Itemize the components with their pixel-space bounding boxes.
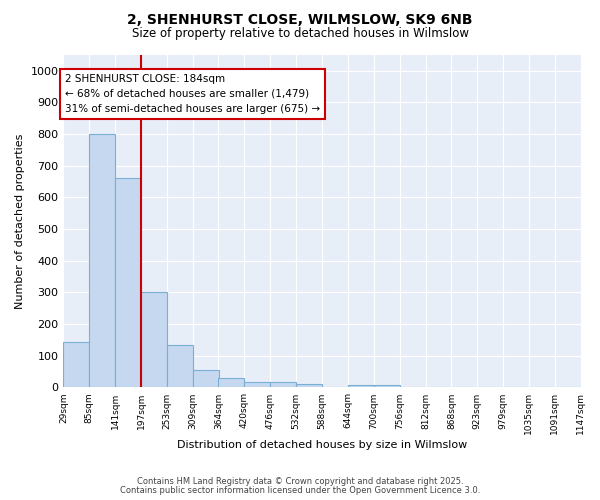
Bar bbox=[218, 378, 244, 388]
Bar bbox=[64, 342, 89, 388]
Text: Contains public sector information licensed under the Open Government Licence 3.: Contains public sector information licen… bbox=[120, 486, 480, 495]
Bar bbox=[374, 385, 400, 388]
Bar bbox=[296, 384, 322, 388]
X-axis label: Distribution of detached houses by size in Wilmslow: Distribution of detached houses by size … bbox=[177, 440, 467, 450]
Bar bbox=[193, 370, 219, 388]
Bar bbox=[270, 382, 296, 388]
Bar bbox=[244, 382, 270, 388]
Text: Size of property relative to detached houses in Wilmslow: Size of property relative to detached ho… bbox=[131, 28, 469, 40]
Text: Contains HM Land Registry data © Crown copyright and database right 2025.: Contains HM Land Registry data © Crown c… bbox=[137, 477, 463, 486]
Bar bbox=[167, 344, 193, 388]
Text: 2 SHENHURST CLOSE: 184sqm
← 68% of detached houses are smaller (1,479)
31% of se: 2 SHENHURST CLOSE: 184sqm ← 68% of detac… bbox=[65, 74, 320, 114]
Bar bbox=[141, 292, 167, 388]
Bar bbox=[89, 134, 115, 388]
Bar bbox=[348, 385, 374, 388]
Y-axis label: Number of detached properties: Number of detached properties bbox=[15, 134, 25, 309]
Text: 2, SHENHURST CLOSE, WILMSLOW, SK9 6NB: 2, SHENHURST CLOSE, WILMSLOW, SK9 6NB bbox=[127, 12, 473, 26]
Bar bbox=[115, 178, 141, 388]
